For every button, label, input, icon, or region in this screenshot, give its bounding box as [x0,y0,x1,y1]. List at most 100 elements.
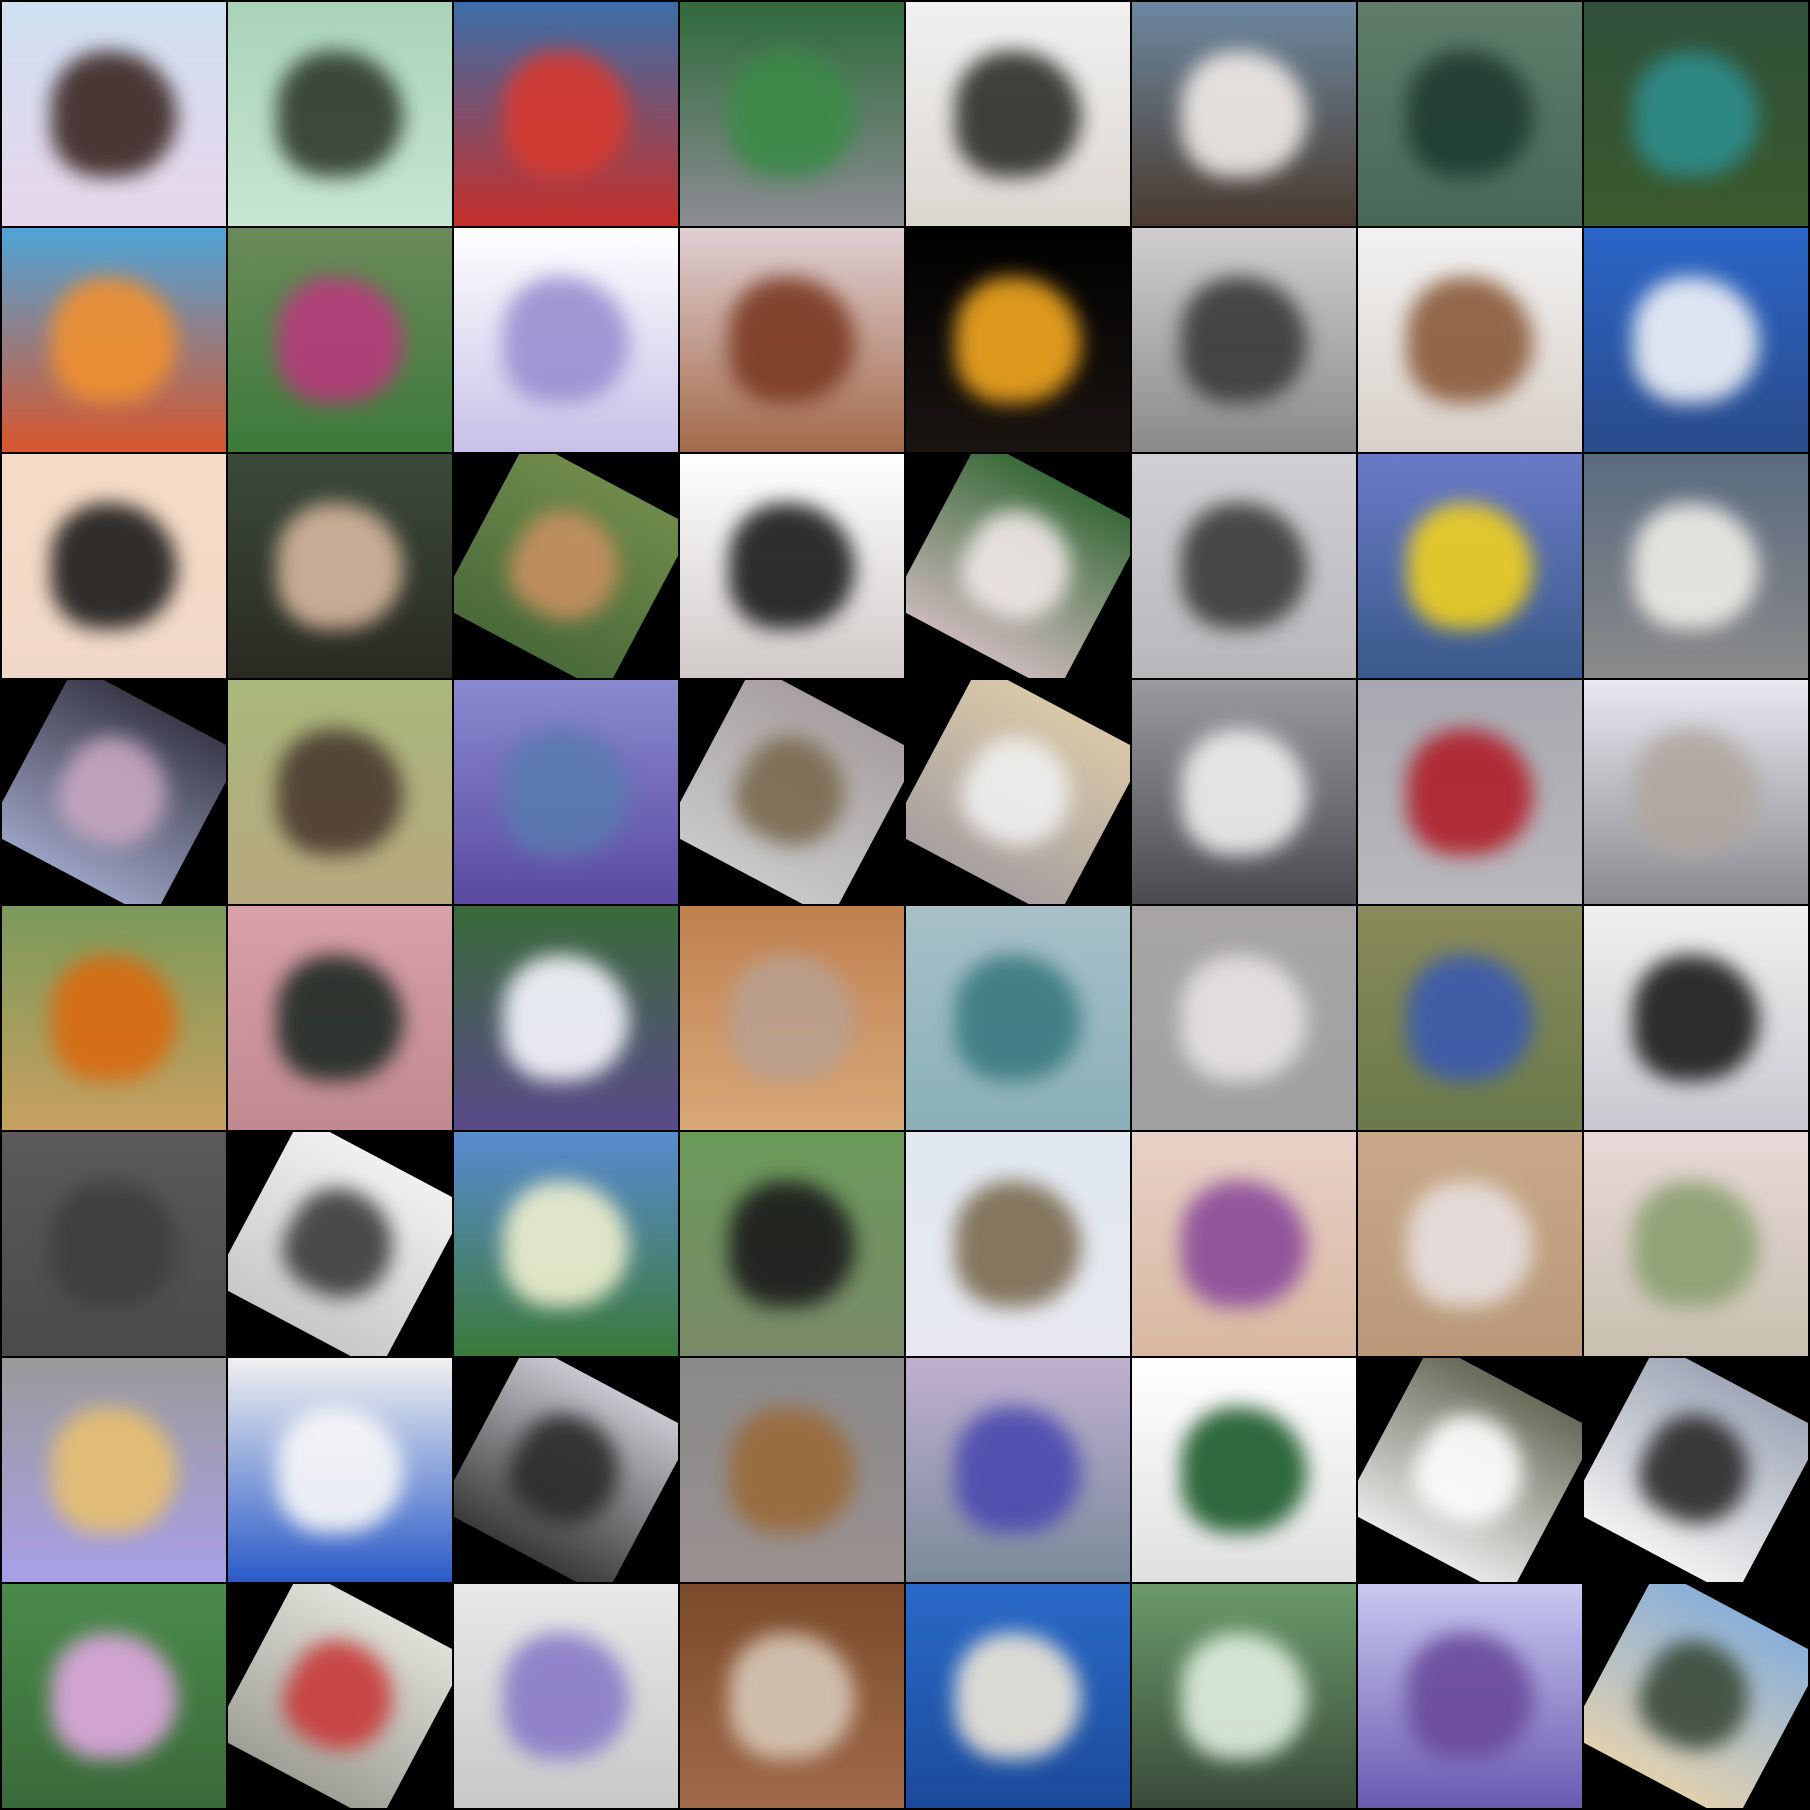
image-tile [680,906,904,1130]
image-tile [2,2,226,226]
image-tile [1584,1358,1808,1582]
image-tile [2,1132,226,1356]
image-tile [1358,680,1582,904]
image-tile [454,1132,678,1356]
image-tile [906,228,1130,452]
image-tile [2,454,226,678]
image-subject [729,51,855,177]
image-subject [503,955,629,1081]
image-tile [1132,1358,1356,1582]
image-tile [1132,1132,1356,1356]
image-background [2,1358,226,1582]
image-background [1358,454,1582,678]
image-tile [906,1132,1130,1356]
image-subject [494,1398,638,1542]
image-subject [1624,1624,1768,1768]
image-background [680,906,904,1130]
image-subject [720,720,864,864]
image-subject [1181,955,1307,1081]
image-subject [729,503,855,629]
image-subject [51,955,177,1081]
image-subject [729,1407,855,1533]
image-tile [228,454,452,678]
image-tile [454,228,678,452]
image-background [454,1132,678,1356]
image-background [1358,1584,1582,1808]
image-subject [51,51,177,177]
image-subject [1181,277,1307,403]
image-subject [1407,1181,1533,1307]
image-subject [946,494,1090,638]
image-subject [1407,1633,1533,1759]
image-background [228,454,452,678]
image-tile [1358,2,1582,226]
image-background [1132,906,1356,1130]
image-subject [1624,1398,1768,1542]
image-subject [51,1633,177,1759]
image-subject [277,277,403,403]
image-background [1584,454,1808,678]
image-tile [906,906,1130,1130]
image-background [1132,454,1356,678]
image-subject [503,277,629,403]
image-background [906,1358,1130,1582]
image-background [228,1358,452,1582]
image-tile [228,1584,452,1808]
image-background [1132,1132,1356,1356]
image-subject [729,955,855,1081]
image-subject [494,494,638,638]
image-subject [1633,277,1759,403]
image-subject [955,955,1081,1081]
image-tile [1132,906,1356,1130]
image-background [454,228,678,452]
image-tile [454,680,678,904]
image-tile [1584,1132,1808,1356]
image-tile [680,454,904,678]
image-tile [228,1132,452,1356]
image-subject [268,1624,412,1768]
image-tile [454,2,678,226]
image-subject [503,51,629,177]
image-tile [2,1358,226,1582]
image-tile [1584,680,1808,904]
image-tile [2,228,226,452]
image-background [906,454,1130,678]
image-background [1358,1132,1582,1356]
image-tile [1584,454,1808,678]
image-tile [1132,1584,1356,1808]
image-tile [1584,906,1808,1130]
image-tile [1358,906,1582,1130]
image-subject [729,277,855,403]
image-subject [1407,729,1533,855]
image-tile [2,680,226,904]
image-subject [1633,503,1759,629]
image-background [228,1584,452,1808]
image-background [1358,906,1582,1130]
image-background [228,2,452,226]
image-subject [51,503,177,629]
image-background [2,454,226,678]
image-subject [268,1172,412,1316]
image-subject [1407,277,1533,403]
image-background [454,1584,678,1808]
image-tile [680,1584,904,1808]
image-subject [42,720,186,864]
image-background [680,1584,904,1808]
image-subject [1181,1407,1307,1533]
image-tile [228,680,452,904]
image-tile [228,228,452,452]
image-background [1358,2,1582,226]
image-tile [1584,2,1808,226]
image-subject [1407,503,1533,629]
image-background [1358,680,1582,904]
image-background [906,2,1130,226]
image-subject [1407,51,1533,177]
image-subject [1633,51,1759,177]
image-subject [277,1407,403,1533]
image-background [1584,1132,1808,1356]
image-tile [1358,228,1582,452]
image-subject [955,1633,1081,1759]
image-tile [906,2,1130,226]
image-tile [1358,1132,1582,1356]
image-background [1358,228,1582,452]
